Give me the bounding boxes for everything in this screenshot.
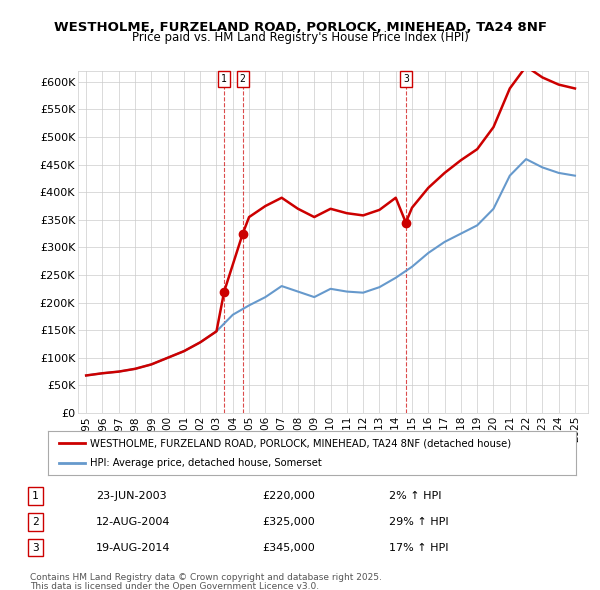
Text: WESTHOLME, FURZELAND ROAD, PORLOCK, MINEHEAD, TA24 8NF: WESTHOLME, FURZELAND ROAD, PORLOCK, MINE… <box>53 21 547 34</box>
Text: Price paid vs. HM Land Registry's House Price Index (HPI): Price paid vs. HM Land Registry's House … <box>131 31 469 44</box>
Text: 17% ↑ HPI: 17% ↑ HPI <box>389 543 448 553</box>
Text: 29% ↑ HPI: 29% ↑ HPI <box>389 517 448 527</box>
Text: 2: 2 <box>240 74 245 84</box>
Text: HPI: Average price, detached house, Somerset: HPI: Average price, detached house, Some… <box>90 458 322 467</box>
Text: 19-AUG-2014: 19-AUG-2014 <box>96 543 171 553</box>
Text: 3: 3 <box>403 74 409 84</box>
Text: 1: 1 <box>32 491 39 502</box>
Text: 1: 1 <box>221 74 227 84</box>
Text: £220,000: £220,000 <box>262 491 315 502</box>
Text: 23-JUN-2003: 23-JUN-2003 <box>96 491 167 502</box>
Text: 3: 3 <box>32 543 39 553</box>
Text: This data is licensed under the Open Government Licence v3.0.: This data is licensed under the Open Gov… <box>30 582 319 590</box>
Text: 2% ↑ HPI: 2% ↑ HPI <box>389 491 442 502</box>
Text: WESTHOLME, FURZELAND ROAD, PORLOCK, MINEHEAD, TA24 8NF (detached house): WESTHOLME, FURZELAND ROAD, PORLOCK, MINE… <box>90 438 511 448</box>
Text: 2: 2 <box>32 517 39 527</box>
Text: £325,000: £325,000 <box>262 517 314 527</box>
Text: Contains HM Land Registry data © Crown copyright and database right 2025.: Contains HM Land Registry data © Crown c… <box>30 573 382 582</box>
Text: £345,000: £345,000 <box>262 543 314 553</box>
Text: 12-AUG-2004: 12-AUG-2004 <box>96 517 171 527</box>
